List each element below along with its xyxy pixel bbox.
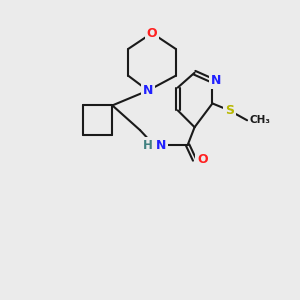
Text: O: O xyxy=(147,27,157,40)
Text: N: N xyxy=(156,139,166,152)
Text: S: S xyxy=(225,104,234,117)
Text: CH₃: CH₃ xyxy=(249,115,270,125)
Text: O: O xyxy=(197,153,208,167)
Text: N: N xyxy=(143,84,153,97)
Text: N: N xyxy=(211,74,222,87)
Text: H: H xyxy=(143,139,153,152)
